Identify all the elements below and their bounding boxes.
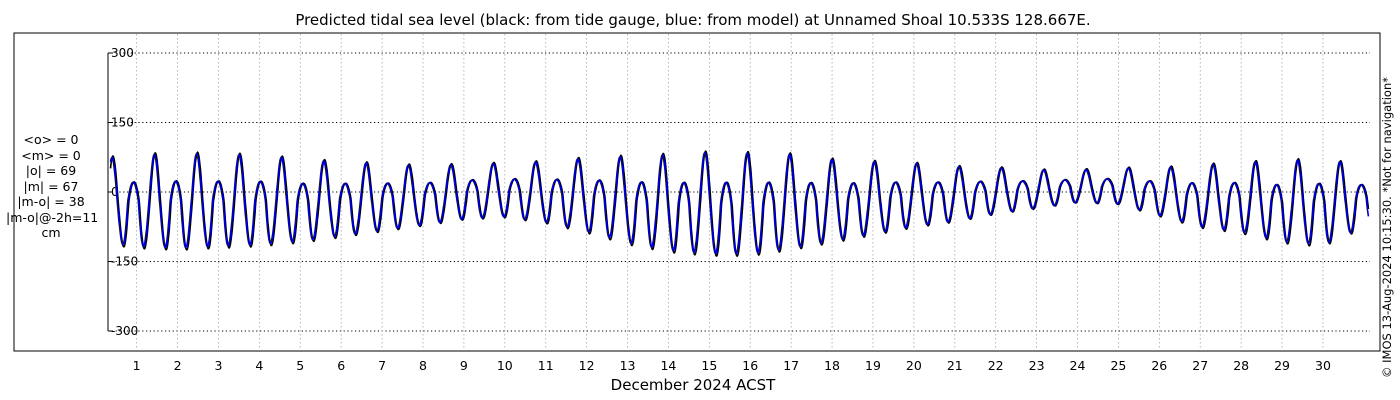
x-tick-label: 16 [742,358,758,373]
x-tick-label: 24 [1070,358,1086,373]
x-tick-label: 5 [296,358,304,373]
x-tick-label: 12 [579,358,595,373]
x-tick-label: 26 [1151,358,1167,373]
stat-abs-diff-lag: |m-o|@-2h=11 [6,209,99,225]
x-tick-label: 23 [1029,358,1045,373]
stat-mean-model: <m> = 0 [21,147,81,163]
stat-units: cm [41,225,61,240]
x-tick-label: 6 [337,358,345,373]
x-tick-label: 13 [620,358,636,373]
x-tick-label: 22 [988,358,1004,373]
x-tick-label: 28 [1233,358,1249,373]
y-tick-label: 0 [111,185,119,199]
x-tick-label: 10 [497,358,513,373]
y-tick-label: -150 [111,255,138,269]
stat-abs-diff: |m-o| = 38 [17,194,85,209]
stats-panel: <o> = 0 <m> = 0 |o| = 69 |m| = 67 |m-o| … [6,132,99,241]
x-tick-label: 25 [1110,358,1126,373]
x-tick-label: 30 [1315,358,1331,373]
x-tick-label: 18 [824,358,840,373]
x-axis-label: December 2024 ACST [611,376,776,394]
x-tick-label: 7 [378,358,386,373]
x-tick-label: 17 [783,358,799,373]
x-tick-label: 3 [214,358,222,373]
x-tick-label: 11 [538,358,554,373]
chart-title: Predicted tidal sea level (black: from t… [295,11,1090,29]
stat-abs-model: |m| = 67 [23,178,79,194]
grid [108,34,1370,350]
x-tick-label: 19 [865,358,881,373]
x-tick-label: 27 [1192,358,1208,373]
x-tick-label: 9 [460,358,468,373]
plot-frame [13,32,1381,352]
x-tick-label: 2 [174,358,182,373]
series-line-model [109,151,1370,255]
stat-mean-observed: <o> = 0 [23,132,79,147]
x-tick-label: 1 [133,358,141,373]
stat-abs-observed: |o| = 69 [25,163,77,178]
y-tick-label: 150 [111,116,134,130]
x-tick-label: 4 [255,358,263,373]
y-ticks: 300 150 0 -150 -300 [108,46,138,338]
y-tick-label: -300 [111,324,138,338]
y-tick-label: 300 [111,46,134,60]
x-tick-label: 29 [1274,358,1290,373]
x-ticks: 1 2 3 4 5 6 7 8 9 10 11 12 13 14 15 16 17 18 19 20 21 22 23 24 2… [133,358,1331,373]
x-tick-label: 21 [947,358,963,373]
x-tick-label: 15 [701,358,717,373]
x-tick-label: 20 [906,358,922,373]
x-tick-label: 14 [660,358,676,373]
x-tick-label: 8 [419,358,427,373]
copyright-notice: © IMOS 13-Aug-2024 10:15:30. *Not for na… [1380,77,1394,378]
